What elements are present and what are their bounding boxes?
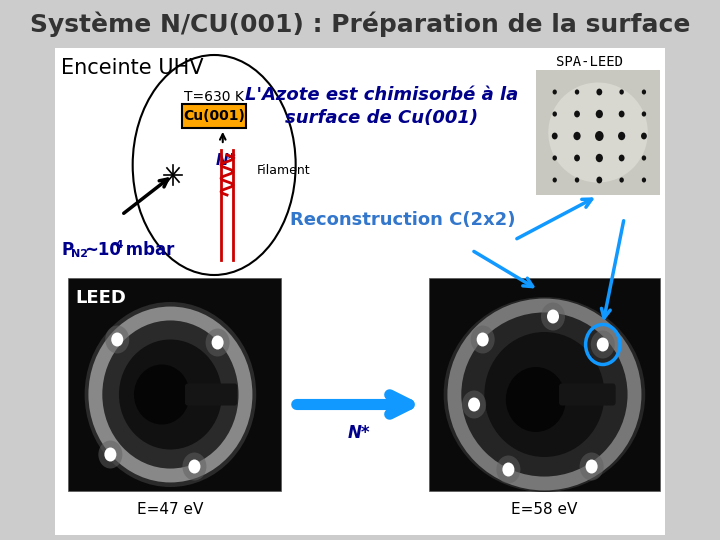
Circle shape bbox=[574, 154, 580, 161]
Text: P: P bbox=[61, 241, 73, 259]
Circle shape bbox=[580, 453, 603, 481]
Circle shape bbox=[596, 177, 602, 184]
Ellipse shape bbox=[485, 332, 605, 457]
Circle shape bbox=[642, 156, 646, 160]
Circle shape bbox=[642, 111, 646, 117]
Circle shape bbox=[596, 89, 602, 96]
Circle shape bbox=[575, 90, 580, 94]
Bar bbox=[536, 70, 660, 195]
Circle shape bbox=[471, 326, 495, 354]
FancyBboxPatch shape bbox=[185, 383, 238, 406]
Text: L'Azote est chimisorbé à la: L'Azote est chimisorbé à la bbox=[245, 86, 518, 104]
Circle shape bbox=[595, 110, 603, 118]
Text: T=630 K: T=630 K bbox=[184, 90, 244, 104]
Circle shape bbox=[641, 133, 647, 139]
Text: Système N/CU(001) : Préparation de la surface: Système N/CU(001) : Préparation de la su… bbox=[30, 11, 690, 37]
Circle shape bbox=[104, 448, 117, 462]
Circle shape bbox=[212, 335, 224, 349]
Circle shape bbox=[619, 178, 624, 183]
Circle shape bbox=[496, 456, 521, 483]
Circle shape bbox=[618, 132, 625, 140]
Circle shape bbox=[574, 111, 580, 117]
Circle shape bbox=[552, 111, 557, 117]
Circle shape bbox=[619, 90, 624, 94]
Bar bbox=[68, 278, 281, 491]
Circle shape bbox=[590, 330, 615, 359]
Circle shape bbox=[573, 132, 580, 140]
Text: surface de Cu(001): surface de Cu(001) bbox=[285, 109, 478, 127]
Text: N2: N2 bbox=[71, 249, 88, 259]
Circle shape bbox=[111, 333, 123, 347]
FancyBboxPatch shape bbox=[559, 383, 616, 406]
Circle shape bbox=[182, 453, 207, 481]
Circle shape bbox=[642, 178, 646, 183]
Circle shape bbox=[552, 156, 557, 160]
Circle shape bbox=[503, 462, 514, 476]
Circle shape bbox=[595, 154, 603, 162]
Text: Enceinte UHV: Enceinte UHV bbox=[61, 58, 204, 78]
Text: N*: N* bbox=[348, 423, 371, 442]
Text: E=47 eV: E=47 eV bbox=[138, 502, 204, 516]
Text: E=58 eV: E=58 eV bbox=[511, 502, 577, 516]
Circle shape bbox=[547, 309, 559, 323]
Text: Filament: Filament bbox=[257, 164, 311, 177]
Ellipse shape bbox=[85, 302, 256, 487]
Circle shape bbox=[595, 131, 603, 141]
Circle shape bbox=[585, 460, 598, 474]
Circle shape bbox=[618, 154, 624, 161]
Text: Cu(001): Cu(001) bbox=[183, 109, 245, 123]
FancyBboxPatch shape bbox=[182, 104, 246, 128]
Text: mbar: mbar bbox=[120, 241, 174, 259]
Text: SPA-LEED: SPA-LEED bbox=[557, 55, 624, 69]
Circle shape bbox=[99, 441, 122, 469]
Ellipse shape bbox=[444, 297, 645, 492]
Ellipse shape bbox=[549, 83, 648, 183]
Circle shape bbox=[642, 90, 646, 94]
Ellipse shape bbox=[119, 340, 222, 449]
Circle shape bbox=[597, 338, 609, 352]
Text: ~10: ~10 bbox=[84, 241, 121, 259]
Text: N*: N* bbox=[216, 153, 237, 168]
Text: LEED: LEED bbox=[75, 289, 126, 307]
Circle shape bbox=[206, 328, 230, 356]
Circle shape bbox=[462, 390, 486, 418]
Circle shape bbox=[468, 397, 480, 411]
Circle shape bbox=[552, 90, 557, 94]
Bar bbox=[428, 278, 660, 491]
Circle shape bbox=[552, 133, 558, 139]
Circle shape bbox=[105, 326, 130, 354]
Circle shape bbox=[477, 333, 489, 347]
FancyBboxPatch shape bbox=[55, 48, 665, 535]
Text: Reconstruction C(2x2): Reconstruction C(2x2) bbox=[290, 211, 516, 229]
Circle shape bbox=[189, 460, 200, 474]
Text: -4: -4 bbox=[111, 240, 124, 250]
Circle shape bbox=[575, 178, 580, 183]
Ellipse shape bbox=[134, 364, 190, 424]
Ellipse shape bbox=[506, 367, 566, 432]
Circle shape bbox=[618, 111, 624, 117]
Circle shape bbox=[552, 178, 557, 183]
Circle shape bbox=[541, 302, 565, 330]
